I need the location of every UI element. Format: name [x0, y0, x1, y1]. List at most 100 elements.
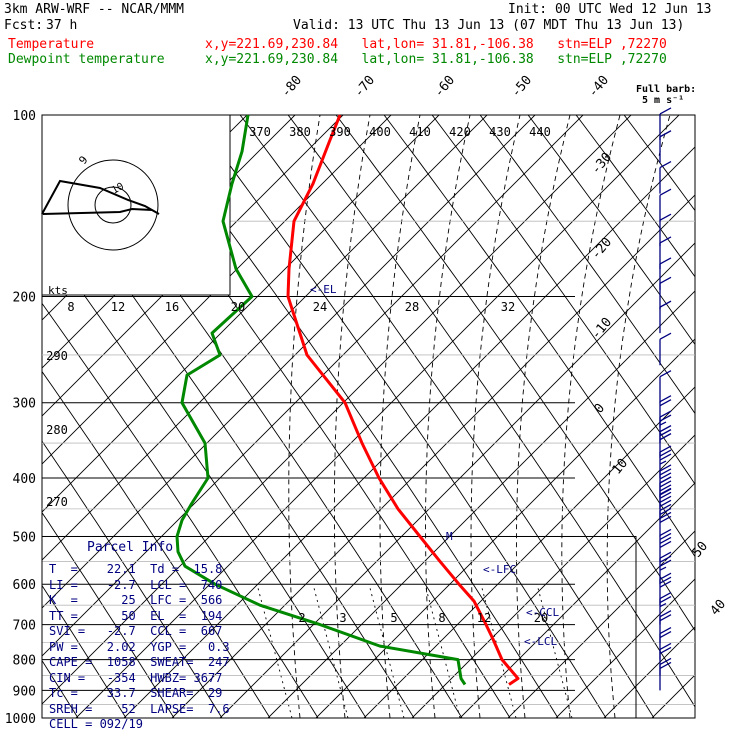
isotherm-line	[75, 115, 680, 718]
dry-adiabat-line	[191, 115, 607, 718]
parcel-info-row: CELL = 092/19	[49, 717, 143, 731]
theta-label: 390	[329, 125, 351, 139]
dewpoint-legend: Dewpoint temperature	[8, 52, 165, 67]
dry-adiabat-line	[239, 115, 655, 718]
dry-adiabat-line	[479, 115, 695, 415]
lcl-marker: <-LCL	[524, 635, 558, 648]
isotherm-line	[555, 578, 695, 718]
wind-barb	[659, 572, 672, 606]
parcel-panel-frame	[41, 535, 637, 719]
isotherm-line	[315, 338, 695, 718]
forecast-hour: 37 h	[46, 18, 78, 33]
isotherm-line	[171, 194, 695, 718]
init-time: Init: 00 UTC Wed 12 Jun 13	[508, 2, 712, 17]
parcel-info-row: PW = 2.02 YGP = 0.3	[49, 639, 230, 654]
m-marker: M	[446, 530, 453, 543]
valid-time: Valid: 13 UTC Thu 13 Jun 13 (07 MDT Thu …	[293, 18, 685, 33]
wind-barb	[659, 257, 672, 290]
dry-adiabat-line	[42, 584, 127, 718]
dry-adiabat-line	[431, 115, 695, 485]
temperature-tick-label: -70	[352, 73, 379, 101]
parcel-info-row: CIN = -354 HWBZ= 3677	[49, 670, 223, 685]
isotherm-line	[123, 146, 695, 718]
hodograph-frame	[41, 114, 231, 296]
ccl-marker: <-CCL	[526, 606, 560, 619]
moist-adiabat-line	[561, 115, 621, 718]
moist-adiabat-line	[288, 115, 321, 718]
dry-adiabat-line	[527, 115, 695, 346]
mixing-ratio-label: 8	[438, 611, 445, 625]
wind-barb	[659, 503, 672, 537]
temperature-tick-label: -40	[586, 73, 613, 101]
theta-label: 380	[289, 125, 311, 139]
parcel-info-row: CAPE = 1058 SWEAT= 247	[49, 655, 230, 669]
pressure-tick-label: 600	[13, 578, 36, 593]
hodograph-ring	[67, 159, 159, 251]
isotherm-line	[42, 115, 536, 609]
hodograph-ring	[94, 186, 132, 224]
wind-barb	[659, 107, 672, 140]
isotherm-line	[267, 290, 695, 718]
temperature-location: x,y=221.69,230.84 lat,lon= 31.81,-106.38…	[205, 37, 667, 52]
sounding-curves	[175, 114, 520, 686]
dry-adiabat-line	[42, 370, 271, 718]
temperature-tick-label: 40	[708, 597, 730, 619]
theta-label: 270	[46, 495, 68, 509]
isotherm-line	[507, 530, 695, 718]
wind-barb	[659, 610, 672, 643]
parcel-info-row: SREH = 52 LAPSE= 7.6	[49, 701, 230, 716]
forecast-label: Fcst:	[4, 18, 44, 33]
temperature-tick-label: -30	[589, 150, 616, 178]
temperature-tick-label: 0	[592, 401, 609, 417]
hodograph-ring-label: 20	[231, 300, 245, 314]
mixing-ratio-label: 20	[534, 611, 548, 625]
lfc-marker: <-LFC	[483, 563, 517, 576]
wind-barb	[659, 425, 672, 458]
wind-barb	[659, 130, 672, 163]
grid-layer	[0, 114, 740, 719]
dewpoint-location: x,y=221.69,230.84 lat,lon= 31.81,-106.38…	[205, 52, 667, 67]
temperature-tick-label: -80	[279, 73, 306, 101]
hodograph: 109	[41, 114, 231, 296]
hodograph-ring-label: 28	[405, 300, 419, 314]
mixing-ratio-line	[312, 584, 349, 718]
theta-label: 370	[249, 125, 271, 139]
temperature-tick-label: 10	[610, 456, 632, 478]
moist-adiabat-line	[379, 115, 421, 718]
isotherm-line	[42, 115, 632, 705]
pressure-tick-label: 100	[13, 109, 36, 124]
pressure-tick-label: 700	[13, 619, 36, 634]
isotherm-line	[42, 115, 584, 657]
temperature-tick-label: 50	[690, 539, 712, 561]
wind-barb	[659, 592, 672, 625]
mixing-ratio-label: 2	[298, 611, 305, 625]
temperature-tick-label: -10	[589, 315, 616, 343]
wind-barb	[659, 657, 672, 691]
mixing-ratio-line	[536, 584, 573, 718]
isotherm-line	[459, 482, 695, 718]
parcel-info-row: K = 25 LFC = 566	[49, 593, 223, 607]
mixing-ratio-line	[480, 584, 517, 718]
hodograph-label-10: 10	[110, 181, 126, 197]
wind-barb	[659, 213, 672, 247]
parcel-info-title: Parcel Info	[87, 540, 174, 555]
hodograph-trace	[41, 179, 160, 215]
theta-label: 400	[369, 125, 391, 139]
temperature-tick-label: -50	[509, 73, 536, 101]
pressure-tick-label: 400	[13, 472, 36, 487]
pressure-tick-label: 1000	[5, 712, 36, 727]
dry-adiabat-line	[42, 440, 223, 718]
series-dewpoint-temperature	[175, 114, 467, 686]
temperature-tick-label: -60	[432, 73, 459, 101]
isotherm-line	[411, 434, 695, 718]
isotherm-line	[42, 115, 344, 417]
isotherm-line	[700, 115, 740, 718]
wind-barb	[659, 300, 672, 334]
parcel-info-row: Tc = 33.7 SHEAR= 29	[49, 686, 223, 700]
isotherm-line	[0, 115, 7, 718]
dry-adiabat-line	[335, 115, 695, 632]
mixing-ratio-label: 3	[339, 611, 346, 625]
isotherm-line	[603, 626, 695, 718]
wind-barb	[659, 370, 672, 403]
